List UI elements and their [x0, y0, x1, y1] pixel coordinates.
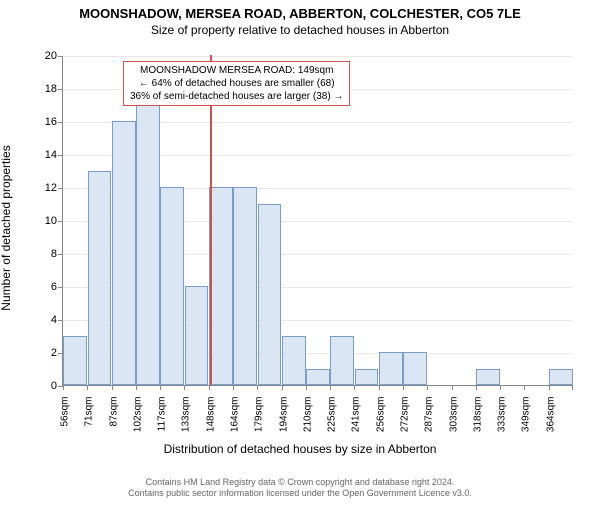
xtick-mark	[209, 385, 210, 390]
xtick-mark	[112, 385, 113, 390]
ytick-label: 6	[27, 281, 57, 293]
xtick-mark	[282, 385, 283, 390]
ytick-mark	[58, 56, 63, 57]
bar	[282, 336, 306, 386]
bar	[209, 187, 233, 385]
ytick-mark	[58, 320, 63, 321]
bar	[306, 369, 330, 386]
bar	[379, 352, 403, 385]
chart-title: MOONSHADOW, MERSEA ROAD, ABBERTON, COLCH…	[0, 6, 600, 21]
xtick-mark	[476, 385, 477, 390]
bar	[112, 121, 136, 385]
ytick-mark	[58, 287, 63, 288]
bar	[88, 171, 112, 386]
ytick-mark	[58, 188, 63, 189]
ytick-mark	[58, 254, 63, 255]
xtick-label: 225sqm	[327, 397, 338, 447]
xtick-mark	[524, 385, 525, 390]
xtick-mark	[500, 385, 501, 390]
xtick-mark	[136, 385, 137, 390]
annotation-line-1: MOONSHADOW MERSEA ROAD: 149sqm	[130, 64, 343, 77]
xtick-mark	[233, 385, 234, 390]
xtick-mark	[403, 385, 404, 390]
xtick-mark	[306, 385, 307, 390]
xtick-label: 349sqm	[521, 397, 532, 447]
ytick-label: 10	[27, 215, 57, 227]
xtick-label: 71sqm	[84, 397, 95, 447]
ytick-label: 4	[27, 314, 57, 326]
ytick-label: 18	[27, 83, 57, 95]
ytick-label: 8	[27, 248, 57, 260]
xtick-label: 133sqm	[181, 397, 192, 447]
xtick-label: 287sqm	[424, 397, 435, 447]
annotation-line-3: 36% of semi-detached houses are larger (…	[130, 90, 343, 103]
footer-line-1: Contains HM Land Registry data © Crown c…	[146, 477, 455, 487]
xtick-mark	[354, 385, 355, 390]
ytick-label: 2	[27, 347, 57, 359]
ytick-mark	[58, 89, 63, 90]
xtick-label: 210sqm	[302, 397, 313, 447]
ytick-mark	[58, 122, 63, 123]
xtick-label: 194sqm	[278, 397, 289, 447]
ytick-mark	[58, 221, 63, 222]
xtick-mark	[379, 385, 380, 390]
ytick-label: 16	[27, 116, 57, 128]
y-axis-label: Number of detached properties	[0, 145, 13, 310]
bar	[403, 352, 427, 385]
xtick-mark	[160, 385, 161, 390]
ytick-label: 12	[27, 182, 57, 194]
xtick-mark	[184, 385, 185, 390]
xtick-label: 256sqm	[375, 397, 386, 447]
xtick-label: 87sqm	[108, 397, 119, 447]
ytick-mark	[58, 155, 63, 156]
xtick-mark	[427, 385, 428, 390]
xtick-label: 333sqm	[497, 397, 508, 447]
xtick-label: 303sqm	[448, 397, 459, 447]
xtick-label: 241sqm	[351, 397, 362, 447]
xtick-mark	[87, 385, 88, 390]
bar	[185, 286, 209, 385]
footer-line-2: Contains public sector information licen…	[128, 488, 472, 498]
chart-subtitle: Size of property relative to detached ho…	[0, 23, 600, 37]
xtick-label: 102sqm	[132, 397, 143, 447]
xtick-mark	[63, 385, 64, 390]
bar	[63, 336, 87, 386]
xtick-mark	[330, 385, 331, 390]
bar	[476, 369, 500, 386]
bar	[330, 336, 354, 386]
bar	[160, 187, 184, 385]
plot-area: MOONSHADOW MERSEA ROAD: 149sqm← 64% of d…	[62, 56, 572, 386]
xtick-label: 117sqm	[157, 397, 168, 447]
chart-footer: Contains HM Land Registry data © Crown c…	[0, 477, 600, 500]
xtick-label: 318sqm	[472, 397, 483, 447]
xtick-mark	[549, 385, 550, 390]
xtick-mark	[572, 385, 573, 390]
bar	[136, 88, 160, 385]
chart-container: MOONSHADOW, MERSEA ROAD, ABBERTON, COLCH…	[0, 6, 600, 506]
bar	[258, 204, 282, 386]
xtick-label: 56sqm	[60, 397, 71, 447]
xtick-label: 364sqm	[545, 397, 556, 447]
xtick-label: 272sqm	[400, 397, 411, 447]
xtick-mark	[257, 385, 258, 390]
bar	[549, 369, 573, 386]
bar	[355, 369, 379, 386]
bar	[233, 187, 257, 385]
ytick-label: 14	[27, 149, 57, 161]
gridline	[63, 56, 572, 57]
xtick-label: 179sqm	[254, 397, 265, 447]
xtick-label: 148sqm	[205, 397, 216, 447]
ytick-label: 20	[27, 50, 57, 62]
xtick-mark	[452, 385, 453, 390]
xtick-label: 164sqm	[230, 397, 241, 447]
annotation-box: MOONSHADOW MERSEA ROAD: 149sqm← 64% of d…	[123, 61, 350, 106]
ytick-label: 0	[27, 380, 57, 392]
annotation-line-2: ← 64% of detached houses are smaller (68…	[130, 77, 343, 90]
